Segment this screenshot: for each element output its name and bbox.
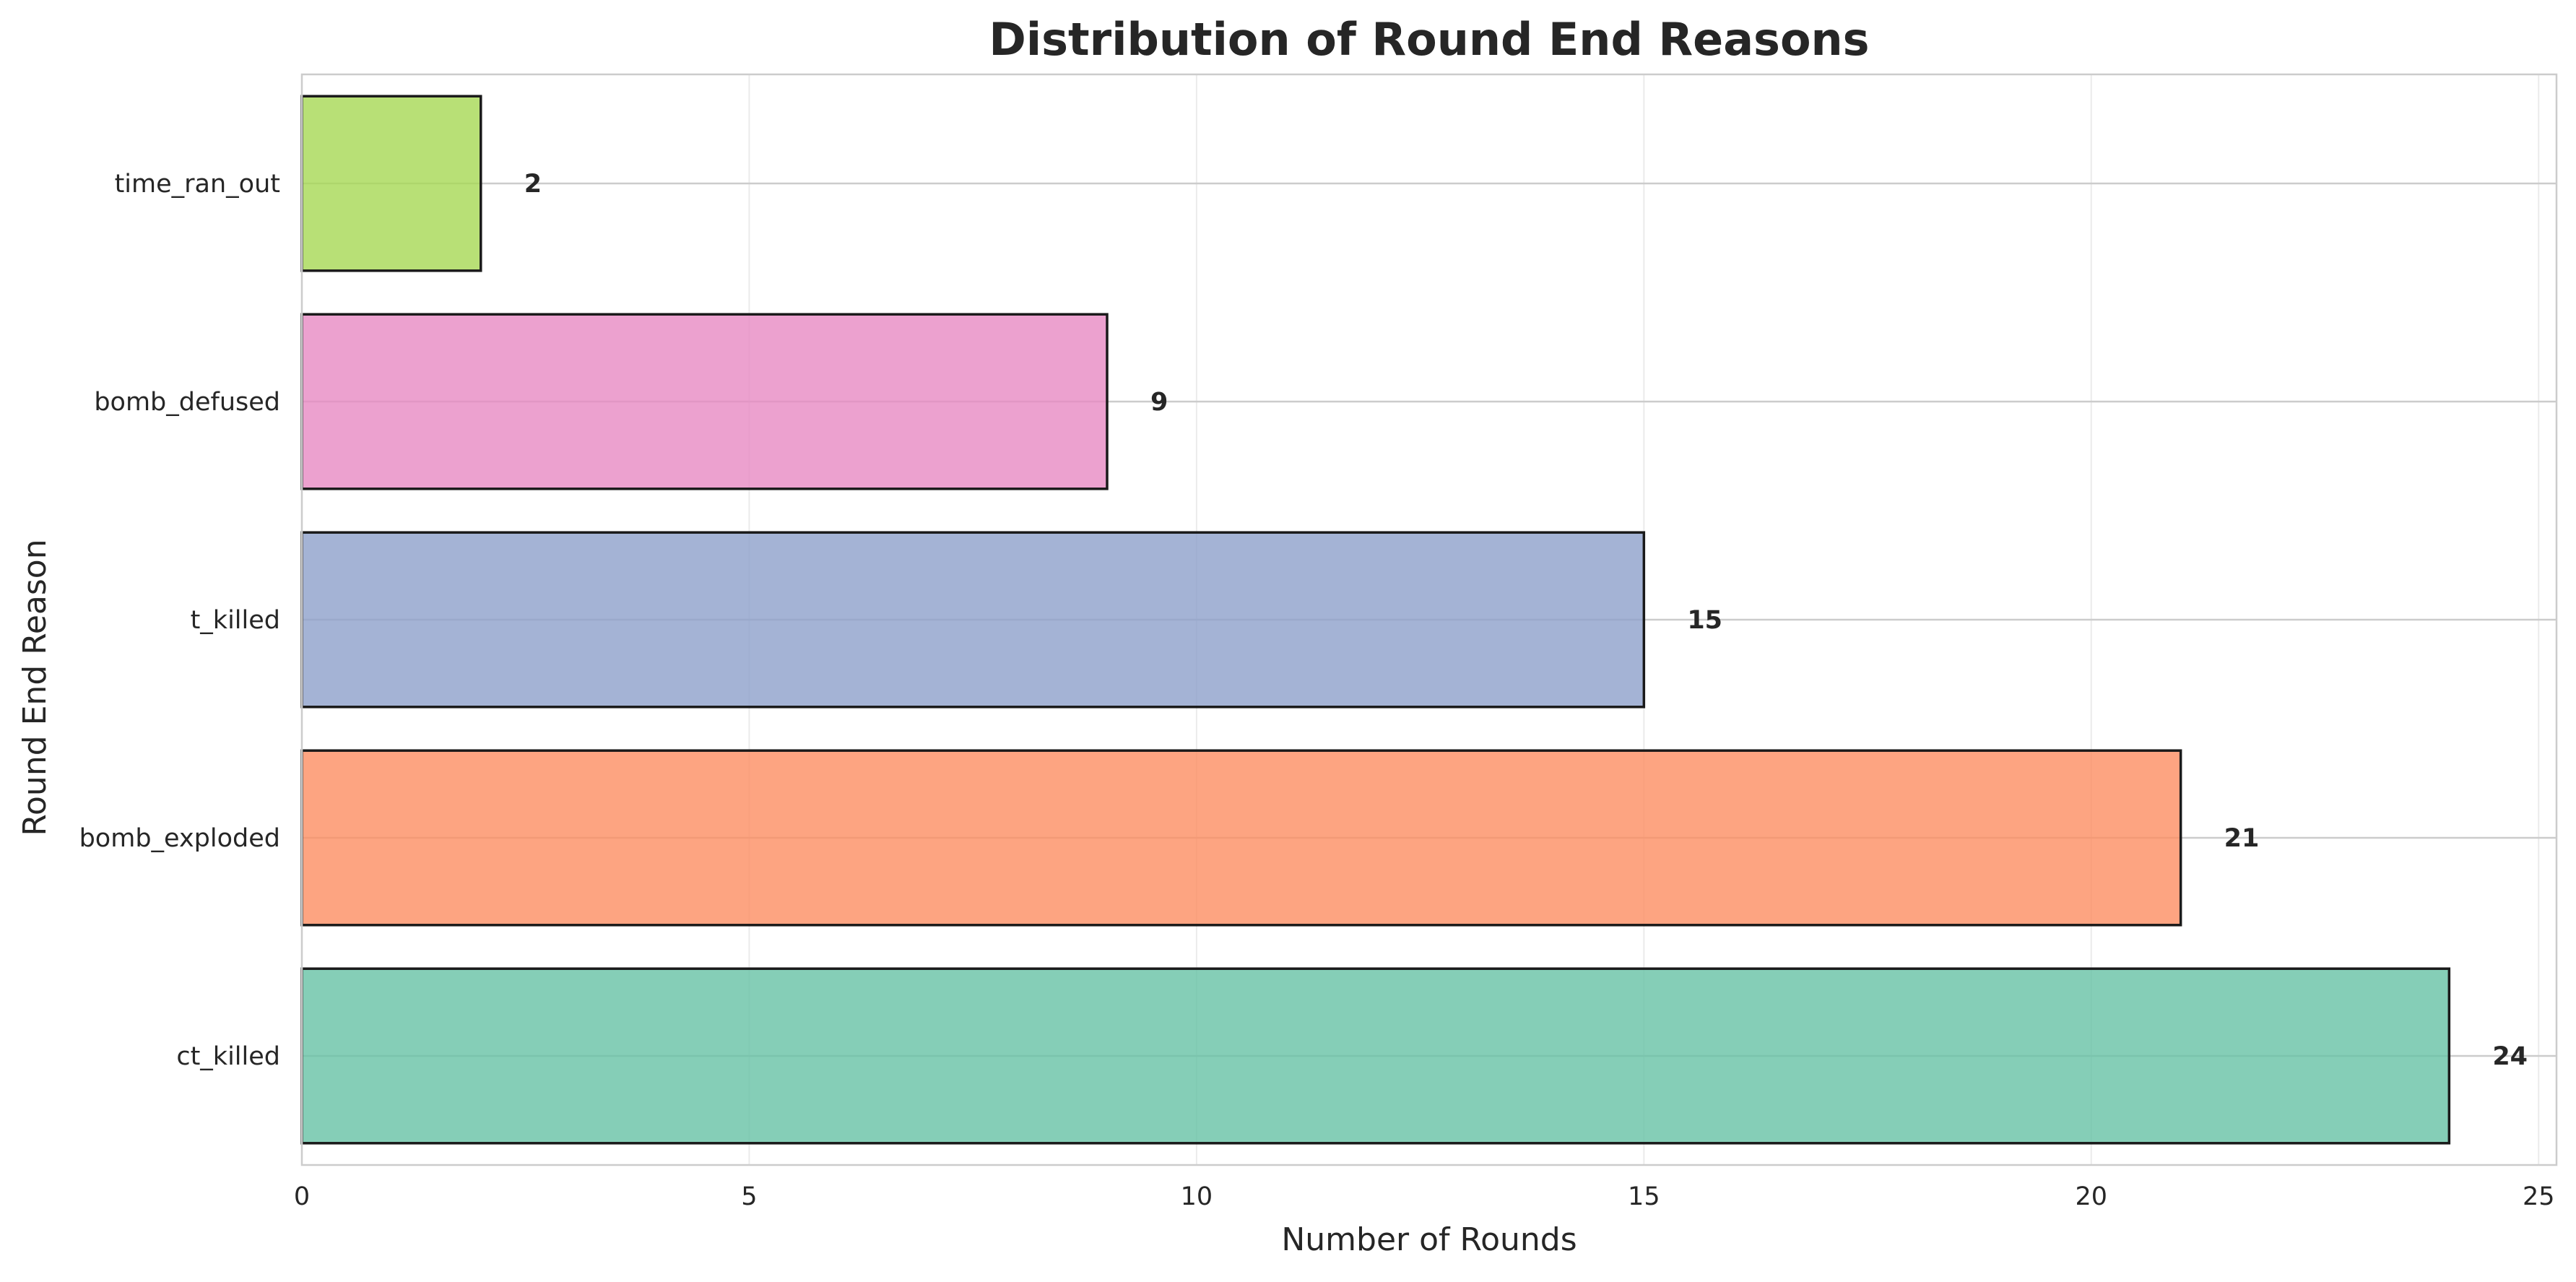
x-tick-label: 10	[1181, 1182, 1213, 1211]
chart-title: Distribution of Round End Reasons	[989, 13, 1869, 66]
value-label-bomb-defused: 9	[1150, 388, 1168, 417]
x-axis-label: Number of Rounds	[1281, 1221, 1577, 1258]
bar-t-killed	[300, 531, 1646, 709]
plot-frame	[300, 73, 2558, 1166]
x-tick-label: 0	[294, 1182, 310, 1211]
y-tick-label: time_ran_out	[115, 170, 280, 199]
bar-ct-killed	[300, 967, 2451, 1145]
bar-bomb-defused	[300, 313, 1109, 490]
value-label-ct-killed: 24	[2492, 1042, 2528, 1071]
bar-bomb-exploded	[300, 749, 2182, 927]
value-label-t-killed: 15	[1687, 606, 1722, 635]
x-tick-label: 20	[2076, 1182, 2108, 1211]
y-tick-label: bomb_exploded	[79, 824, 280, 853]
bar-time-ran-out	[300, 95, 482, 272]
x-tick-label: 5	[741, 1182, 757, 1211]
y-tick-label: ct_killed	[176, 1042, 280, 1071]
labels-layer: 24 21 15 9 2	[524, 170, 2528, 1071]
x-tick-label: 15	[1628, 1182, 1660, 1211]
value-label-bomb-exploded: 21	[2224, 824, 2260, 853]
value-label-time-ran-out: 2	[524, 170, 542, 199]
ticks-layer: 0 5 10 15 20 25 ct_killed bomb_exploded t_killed…	[79, 170, 2555, 1211]
y-axis-label: Round End Reason	[17, 539, 53, 836]
x-tick-label: 25	[2523, 1182, 2555, 1211]
y-tick-label: t_killed	[191, 606, 280, 635]
y-tick-label: bomb_defused	[94, 388, 280, 417]
